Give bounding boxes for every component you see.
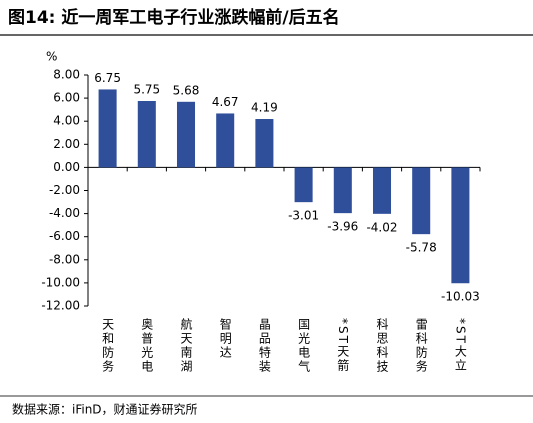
x-tick-label: 科思科技 [375, 318, 389, 374]
y-tick-label: -4.00 [49, 206, 80, 220]
data-label: 4.19 [251, 101, 278, 115]
bar [98, 89, 117, 168]
bar [255, 119, 274, 168]
x-tick-label: *ST天箭 [336, 318, 350, 373]
data-label: -5.78 [406, 241, 437, 255]
x-tick-label: 航天南湖 [179, 317, 193, 374]
x-tick-label: 天和防务 [101, 318, 115, 374]
bar [451, 167, 470, 284]
x-tick-label: 奥普光电 [140, 318, 154, 374]
data-label: -10.03 [441, 290, 480, 304]
data-label: 5.75 [133, 82, 160, 96]
bar [294, 167, 313, 203]
source-note: 数据来源：iFinD，财通证券研究所 [12, 402, 198, 417]
data-label: 6.75 [94, 71, 121, 85]
bar [333, 167, 352, 214]
bar [216, 113, 235, 168]
x-tick-label: 智明达 [218, 317, 232, 360]
y-tick-label: 8.00 [53, 68, 80, 82]
x-tick-label: 国光电气 [297, 318, 311, 374]
y-tick-label: 6.00 [53, 91, 80, 105]
chart-title: 图14: 近一周军工电子行业涨跌幅前/后五名 [8, 7, 340, 28]
data-label: -3.01 [288, 209, 319, 223]
y-tick-label: -6.00 [49, 229, 80, 243]
y-tick-label: -2.00 [49, 183, 80, 197]
bar [176, 101, 196, 168]
data-label: -4.02 [366, 220, 397, 234]
y-tick-label: -10.00 [41, 275, 80, 289]
y-tick-label: 2.00 [53, 137, 80, 151]
x-tick-label: 晶品特装 [257, 318, 271, 374]
data-label: 4.67 [212, 95, 239, 109]
y-tick-label: -12.00 [41, 299, 80, 313]
bar [412, 167, 431, 235]
y-tick-label: -8.00 [49, 252, 80, 266]
data-label: 5.68 [173, 83, 200, 97]
data-label: -3.96 [327, 220, 358, 234]
y-tick-label: 0.00 [53, 160, 80, 174]
x-tick-label: *ST大立 [453, 318, 467, 373]
bar [137, 100, 156, 168]
y-tick-label: 4.00 [53, 114, 80, 128]
bar [372, 167, 392, 214]
x-tick-label: 雷科防务 [414, 318, 428, 374]
y-axis-label: % [46, 50, 57, 64]
